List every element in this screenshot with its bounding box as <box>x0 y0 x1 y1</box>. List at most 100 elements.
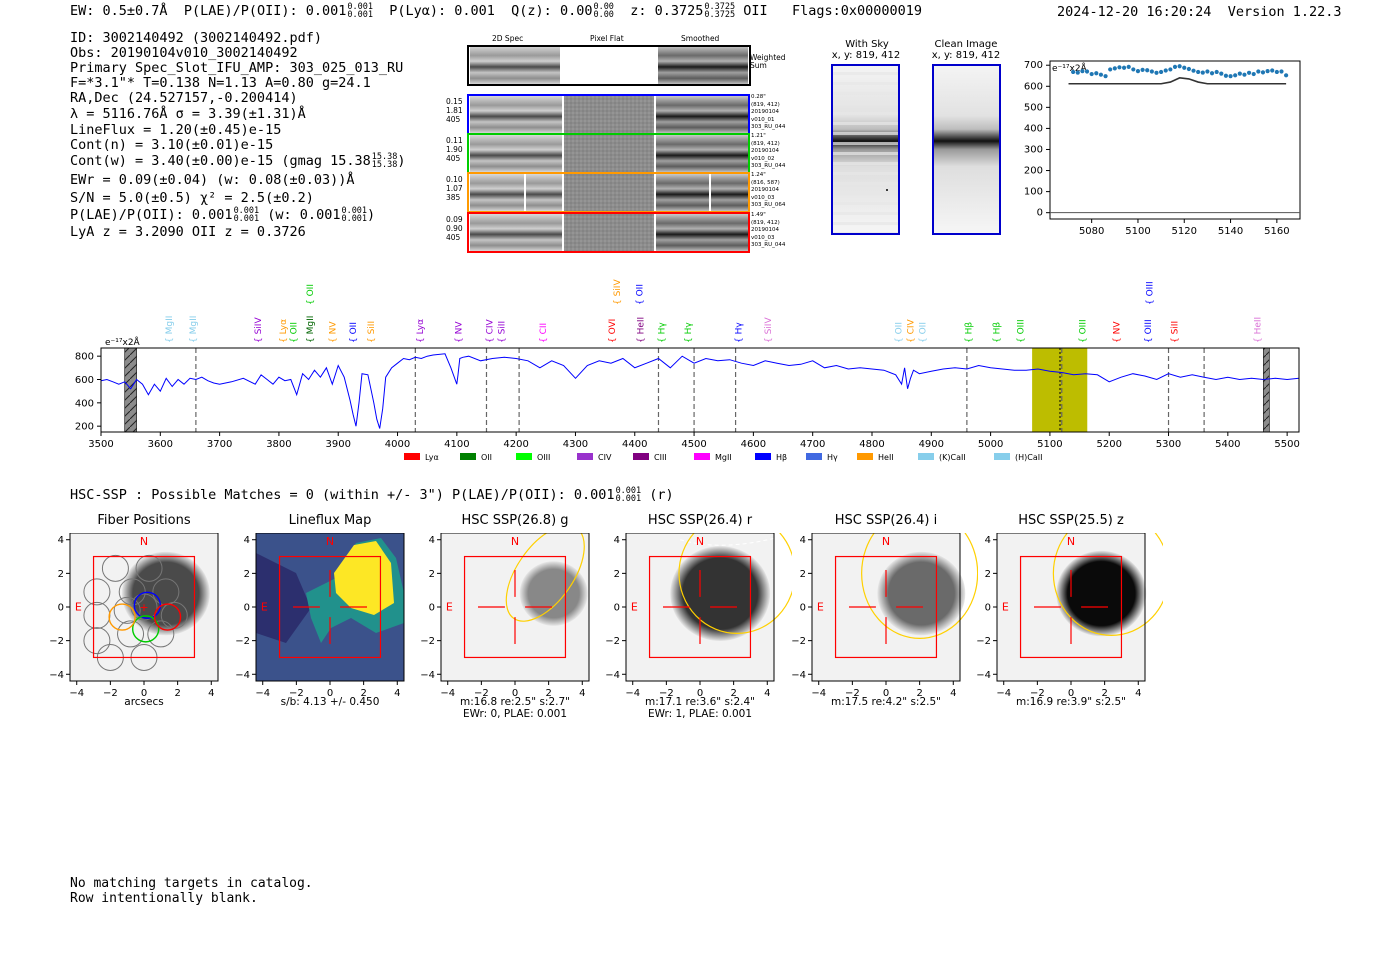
spectrum-xtick-label: 4200 <box>503 439 528 450</box>
north-label: N <box>326 535 334 548</box>
fiber-circle <box>83 578 111 606</box>
header-plae-hi: 0.001 <box>347 2 373 12</box>
line-id-label: { HeII <box>1253 317 1263 343</box>
line-id-label-upper: { OII <box>636 284 646 305</box>
catalog-ellipse <box>680 537 776 546</box>
col-pixel-flat: Pixel Flat <box>590 34 624 43</box>
spectrum-ytick-label: 800 <box>75 352 94 363</box>
cutout-row-left-labels: 0.10 1.07 385 <box>446 175 463 202</box>
weighted-sum-row <box>467 45 751 86</box>
info-plae-hi: 0.001 <box>233 206 260 216</box>
thumbnail-image: + N E −4 4 −2 2 0 0 2 −2 4 −4 <box>49 533 219 699</box>
info-redshifts: LyA z = 3.2090 OII z = 0.3726 <box>70 224 306 240</box>
line-id-label: { CIV <box>485 318 495 343</box>
spectrum-unit-note: e⁻¹⁷x2Å <box>105 336 141 348</box>
region-box <box>92 555 196 659</box>
thumb-xtick-label: 2 <box>360 688 366 699</box>
header-plya: P(Lyα): 0.001 <box>389 3 495 19</box>
zoom-ytick-label: 0 <box>1037 208 1043 219</box>
header-qz: Q(z): 0.00 <box>511 3 593 19</box>
thumbnail-caption-line: s/b: 4.13 +/- 0.450 <box>280 696 380 708</box>
north-label: N <box>140 535 148 548</box>
info-lambda: λ = 5116.76Å σ = 3.39(±1.31)Å <box>70 106 306 122</box>
zoom-ytick-label: 400 <box>1024 123 1043 134</box>
spectrum-xtick-label: 4900 <box>919 439 944 450</box>
thumb-xtick-label: −4 <box>811 688 826 699</box>
spectrum-line <box>100 353 1300 429</box>
spectrum-ytick-label: 400 <box>75 398 94 409</box>
thumb-ytick-label: 2 <box>800 569 806 580</box>
legend-swatch <box>755 453 771 460</box>
sky-images <box>831 64 1001 235</box>
thumb-ytick-label: 2 <box>429 569 435 580</box>
thumbnail-caption: s/b: 4.13 +/- 0.450 <box>246 696 414 708</box>
header-ew: EW: 0.5±0.7Å <box>70 3 168 19</box>
thumb-xtick-label: 0 <box>1068 688 1074 699</box>
zoom-model-line <box>1068 77 1287 85</box>
thumb-xtick-label: 0 <box>883 688 889 699</box>
zoom-ytick-label: 200 <box>1024 166 1043 177</box>
thumb-ytick-label: 0 <box>58 603 64 614</box>
header-z-line: OII <box>743 3 768 19</box>
zoom-ytick-label: 500 <box>1024 102 1043 113</box>
north-label: N <box>511 535 519 548</box>
zoom-data-point <box>1108 67 1113 72</box>
header-timestamp: 2024-12-20 16:20:24 Version 1.22.3 <box>1057 4 1342 20</box>
line-id-label: { Hγ <box>735 322 745 343</box>
cutout-row-info: (819, 412) <box>751 219 780 226</box>
legend-label: OIII <box>537 453 550 462</box>
thumb-ytick-label: −2 <box>420 636 435 647</box>
info-plae-w-end: ) <box>367 207 376 223</box>
thumb-ytick-label: 4 <box>985 535 991 546</box>
info-obs: Obs: 20190104v010_3002140492 <box>70 45 298 61</box>
east-label: E <box>817 600 824 613</box>
thumb-ytick-label: 0 <box>429 603 435 614</box>
legend-swatch <box>806 453 822 460</box>
fiber-row-1 <box>467 94 750 135</box>
thumb-xtick-label: −4 <box>440 688 455 699</box>
thumbnail-title: Lineflux Map <box>288 513 372 528</box>
spectrum-xtick-label: 3800 <box>266 439 291 450</box>
fiber-4 <box>153 603 182 631</box>
thumb-ytick-label: −4 <box>791 670 806 681</box>
line-id-label: { OIII <box>1016 319 1026 343</box>
thumbnail-title: HSC SSP(26.4) r <box>647 513 753 528</box>
hsc-m-hi: 0.001 <box>615 486 642 496</box>
thumb-ytick-label: 4 <box>429 535 435 546</box>
col-smoothed: Smoothed <box>681 34 720 43</box>
lineflux-high-region <box>334 541 394 615</box>
info-plae-w-hi: 0.001 <box>341 206 368 216</box>
zoom-ytick-label: 600 <box>1024 81 1043 92</box>
thumbnail-caption-line: m:16.9 re:3.9" s:2.5" <box>1016 696 1126 708</box>
line-id-label: { NV <box>1112 321 1122 343</box>
info-id: ID: 3002140492 (3002140492.pdf) <box>70 30 322 46</box>
zoom-xtick-label: 5140 <box>1218 226 1243 237</box>
spectrum-xtick-label: 4700 <box>800 439 825 450</box>
thumb-ytick-label: 2 <box>244 569 250 580</box>
line-id-label: { Lyα <box>416 319 426 343</box>
thumb-xtick-label: 0 <box>697 688 703 699</box>
zoom-data-point <box>1284 73 1289 78</box>
zoom-ytick-label: 100 <box>1024 187 1043 198</box>
zoom-data-point <box>1279 69 1284 74</box>
line-id-label: { HeII <box>637 317 647 343</box>
region-box <box>1019 555 1123 659</box>
thumb-ytick-label: −4 <box>976 670 991 681</box>
cutout-row-info: 1.24" <box>751 172 766 178</box>
thumb-xtick-label: 4 <box>579 688 585 699</box>
col-2d-spec: 2D Spec <box>492 34 524 43</box>
source-blob <box>1056 550 1147 637</box>
zoom-data-point <box>1270 68 1275 73</box>
thumb-ytick-label: −2 <box>605 636 620 647</box>
line-id-label: { OII <box>895 322 905 343</box>
info-plae-lo: 0.001 <box>233 214 260 224</box>
hsc-matches-row: HSC-SSP : Possible Matches = 0 (within +… <box>70 486 674 504</box>
spectrum-ytick-label: 200 <box>75 422 94 433</box>
spectrum-xtick-label: 5100 <box>1037 439 1062 450</box>
legend-label: CIV <box>598 453 612 462</box>
spectrum-xtick-label: 5200 <box>1096 439 1121 450</box>
info-plae-w: (w: 0.001 <box>267 207 341 223</box>
thumbnail-caption-line: EWr: 0, PLAE: 0.001 <box>462 708 568 720</box>
spectrum-xtick-label: 3900 <box>326 439 351 450</box>
zoom-data-point <box>1140 67 1145 72</box>
